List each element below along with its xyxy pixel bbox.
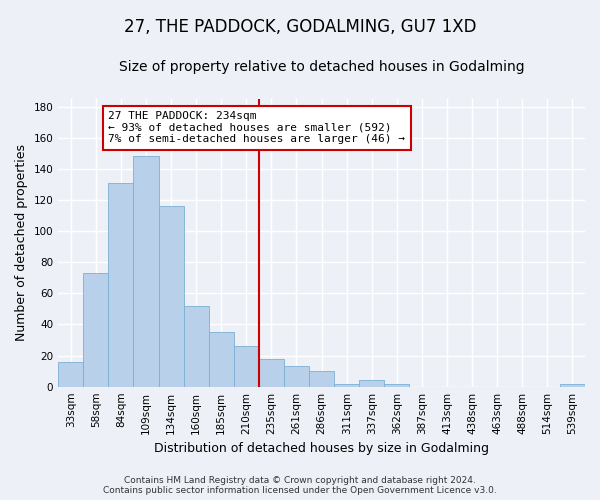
Bar	[209, 332, 234, 386]
Bar	[385, 384, 409, 386]
Bar	[133, 156, 158, 386]
Y-axis label: Number of detached properties: Number of detached properties	[15, 144, 28, 341]
X-axis label: Distribution of detached houses by size in Godalming: Distribution of detached houses by size …	[154, 442, 489, 455]
Bar	[83, 273, 109, 386]
Bar	[309, 371, 334, 386]
Bar	[359, 380, 385, 386]
Bar	[259, 358, 284, 386]
Title: Size of property relative to detached houses in Godalming: Size of property relative to detached ho…	[119, 60, 524, 74]
Bar	[158, 206, 184, 386]
Bar	[334, 384, 359, 386]
Text: 27 THE PADDOCK: 234sqm
← 93% of detached houses are smaller (592)
7% of semi-det: 27 THE PADDOCK: 234sqm ← 93% of detached…	[109, 111, 406, 144]
Bar	[234, 346, 259, 387]
Bar	[109, 183, 133, 386]
Bar	[58, 362, 83, 386]
Text: 27, THE PADDOCK, GODALMING, GU7 1XD: 27, THE PADDOCK, GODALMING, GU7 1XD	[124, 18, 476, 36]
Bar	[284, 366, 309, 386]
Text: Contains HM Land Registry data © Crown copyright and database right 2024.
Contai: Contains HM Land Registry data © Crown c…	[103, 476, 497, 495]
Bar	[560, 384, 585, 386]
Bar	[184, 306, 209, 386]
